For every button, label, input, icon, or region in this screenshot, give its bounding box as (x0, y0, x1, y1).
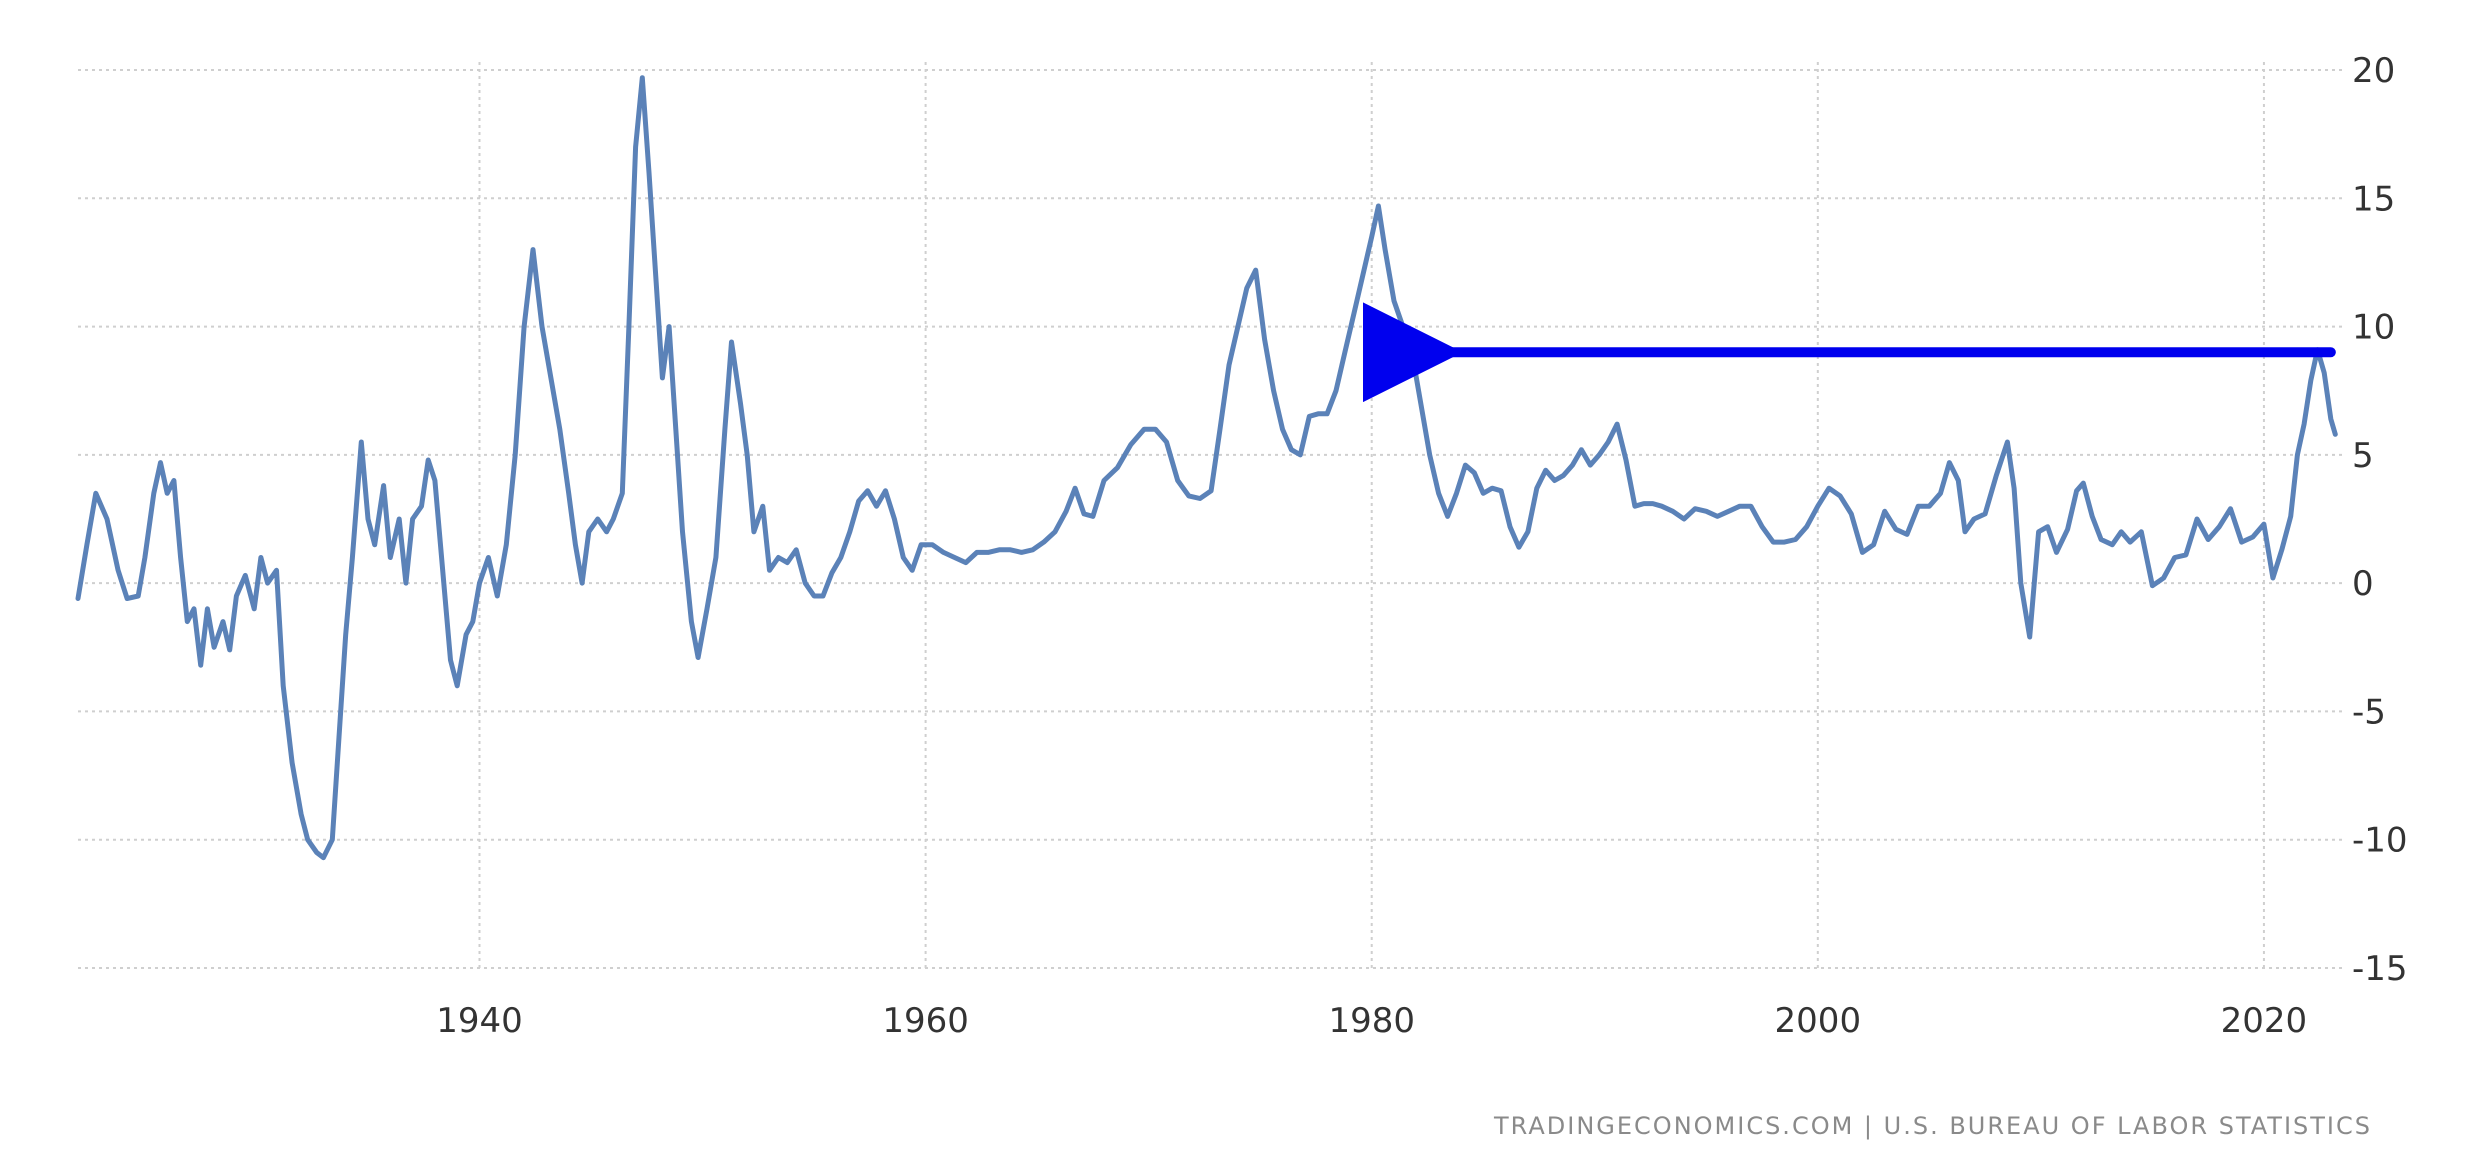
y-tick-label: -5 (2352, 692, 2386, 732)
y-tick-label: 10 (2352, 308, 2395, 348)
y-tick-label: -10 (2352, 821, 2408, 861)
x-axis-ticks: 1940 1960 1980 2000 2020 (436, 1001, 2307, 1041)
series-line (75, 75, 2338, 861)
x-tick-label: 1960 (882, 1001, 969, 1041)
y-tick-label: -15 (2352, 949, 2408, 989)
x-tick-label: 2000 (1775, 1001, 1862, 1041)
y-axis-ticks: 20 15 10 5 0 -5 -10 -15 (2352, 51, 2408, 989)
series-layer (75, 75, 2338, 861)
y-tick-label: 0 (2352, 564, 2374, 604)
x-tick-label: 2020 (2221, 1001, 2308, 1041)
y-tick-label: 5 (2352, 436, 2374, 476)
y-tick-label: 20 (2352, 51, 2395, 91)
y-tick-label: 15 (2352, 179, 2395, 219)
source-label: TRADINGECONOMICS.COM | U.S. BUREAU OF LA… (1493, 1112, 2372, 1140)
x-tick-label: 1980 (1328, 1001, 1415, 1041)
x-tick-label: 1940 (436, 1001, 523, 1041)
